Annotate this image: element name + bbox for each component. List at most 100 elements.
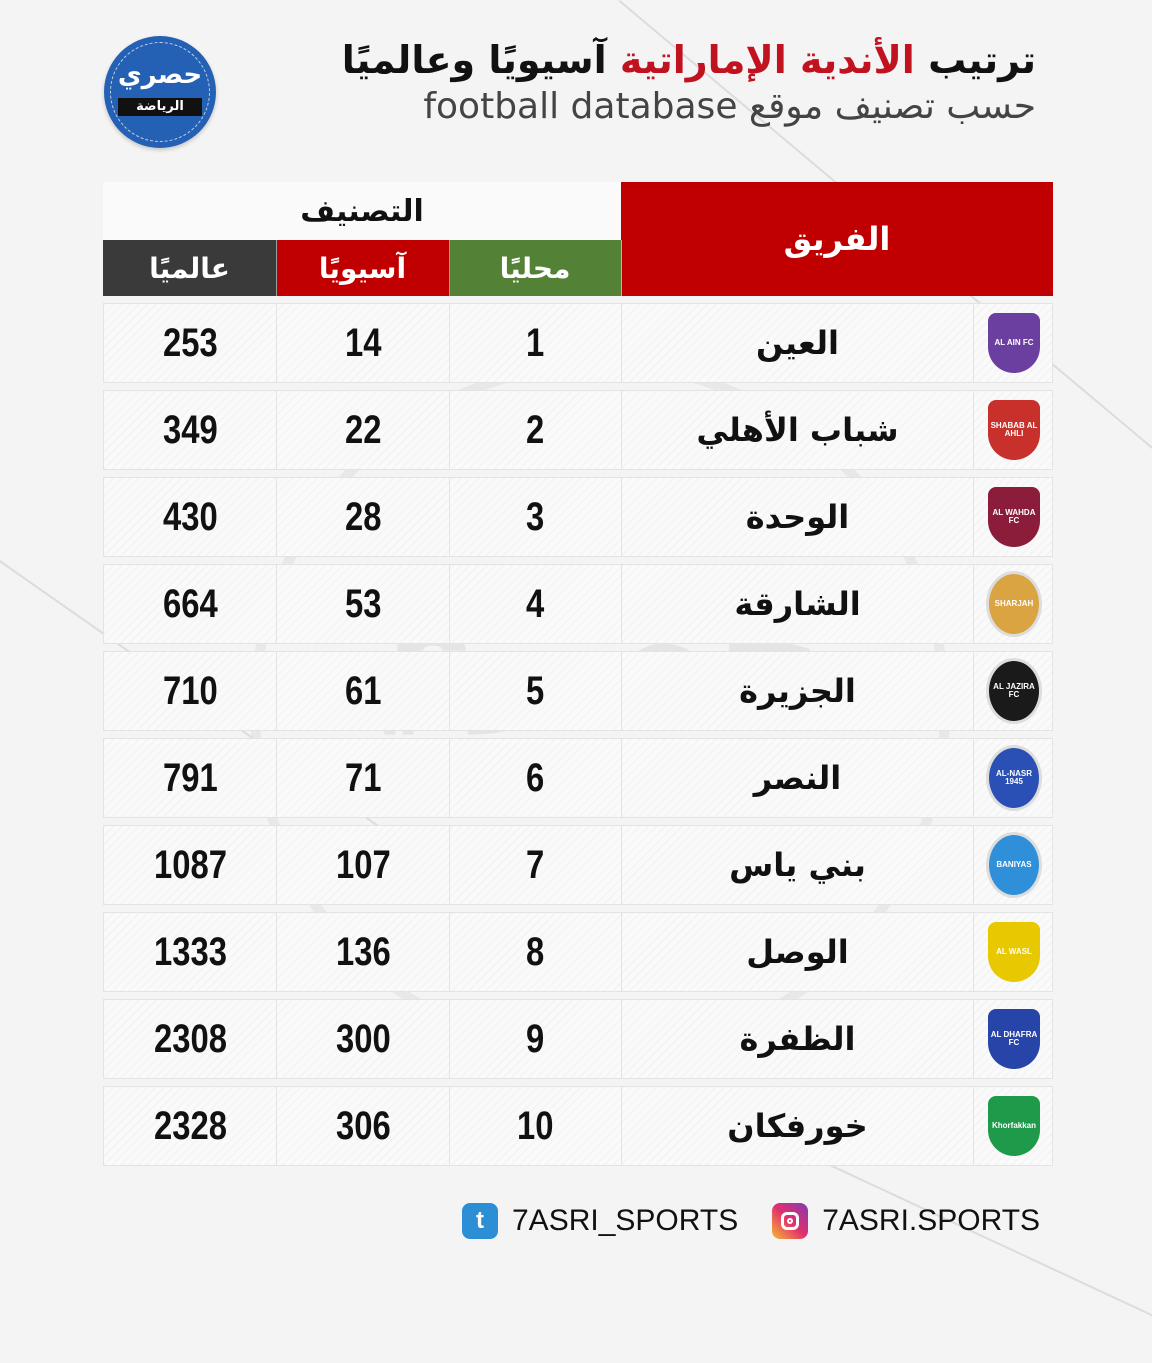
asia-rank-cell: 136	[277, 913, 450, 991]
team-name: الظفرة	[739, 1020, 856, 1058]
world-rank-cell: 1087	[104, 826, 277, 904]
al-jazira-crest-icon: AL JAZIRA FC	[986, 658, 1042, 724]
team-crest-cell: AL JAZIRA FC	[974, 652, 1054, 730]
crest-label: AL WASL	[988, 922, 1040, 982]
brand-logo: حصري الرياضة	[104, 36, 216, 148]
local-column-header: محليًا	[449, 240, 622, 296]
team-name-cell: خورفكان	[622, 1087, 974, 1165]
al-wahda-crest-icon: AL WAHDA FC	[986, 485, 1042, 549]
team-name: الشارقة	[734, 585, 861, 623]
local-rank-cell: 8	[450, 913, 622, 991]
crest-label: Khorfakkan	[988, 1096, 1040, 1156]
local-rank-value: 8	[526, 929, 545, 974]
team-crest-cell: Khorfakkan	[974, 1087, 1054, 1165]
asia-rank-value: 136	[335, 929, 391, 974]
al-wasl-crest-icon: AL WASL	[986, 920, 1042, 984]
world-rank-cell: 430	[104, 478, 277, 556]
logo-line1: حصري	[117, 60, 203, 90]
team-name: شباب الأهلي	[696, 411, 899, 449]
team-crest-cell: AL-NASR 1945	[974, 739, 1054, 817]
local-rank-cell: 3	[450, 478, 622, 556]
local-rank-value: 6	[526, 755, 545, 800]
team-name: العين	[756, 324, 839, 362]
asia-rank-value: 300	[335, 1016, 391, 1061]
local-rank-value: 10	[517, 1103, 554, 1148]
asia-rank-cell: 71	[277, 739, 450, 817]
asia-rank-cell: 22	[277, 391, 450, 469]
world-rank-cell: 710	[104, 652, 277, 730]
team-name-cell: شباب الأهلي	[622, 391, 974, 469]
local-rank-cell: 7	[450, 826, 622, 904]
background-stroke	[799, 1150, 1152, 1363]
team-name: الوصل	[746, 933, 849, 971]
crest-label: AL DHAFRA FC	[988, 1009, 1040, 1069]
twitter-handle[interactable]: 7ASRI_SPORTS	[512, 1204, 739, 1237]
local-rank-value: 5	[526, 668, 545, 713]
shabab-al-ahli-crest-icon: SHABAB AL AHLI	[986, 398, 1042, 462]
crest-label: AL AIN FC	[988, 313, 1040, 373]
title-part2: آسيويًا وعالميًا	[341, 38, 607, 82]
page-subtitle: حسب تصنيف موقع football database	[423, 86, 1036, 127]
al-ain-crest-icon: AL AIN FC	[986, 311, 1042, 375]
instagram-handle[interactable]: 7ASRI.SPORTS	[822, 1204, 1041, 1237]
team-name-cell: الشارقة	[622, 565, 974, 643]
instagram-icon	[772, 1203, 809, 1239]
team-crest-cell: SHARJAH	[974, 565, 1054, 643]
local-rank-cell: 4	[450, 565, 622, 643]
table-row: 430 28 3 الوحدة AL WAHDA FC	[103, 477, 1053, 557]
team-name: بني ياس	[729, 846, 866, 884]
asia-rank-value: 61	[344, 668, 382, 713]
world-rank-value: 2308	[153, 1016, 227, 1061]
crest-label: AL WAHDA FC	[988, 487, 1040, 547]
local-rank-value: 4	[526, 581, 545, 626]
asia-rank-value: 107	[335, 842, 391, 887]
crest-label: SHABAB AL AHLI	[988, 400, 1040, 460]
social-footer: t 7ASRI_SPORTS 7ASRI.SPORTS	[462, 1203, 1040, 1239]
world-rank-value: 710	[162, 668, 218, 713]
world-rank-value: 430	[162, 494, 218, 539]
local-rank-value: 7	[526, 842, 545, 887]
world-rank-value: 253	[162, 320, 218, 365]
twitter-icon: t	[462, 1203, 498, 1239]
asia-rank-cell: 61	[277, 652, 450, 730]
team-name-cell: الظفرة	[622, 1000, 974, 1078]
asia-rank-cell: 300	[277, 1000, 450, 1078]
team-crest-cell: AL WASL	[974, 913, 1054, 991]
local-rank-cell: 6	[450, 739, 622, 817]
world-column-header: عالميًا	[103, 240, 277, 296]
asia-rank-cell: 306	[277, 1087, 450, 1165]
team-name: خورفكان	[727, 1107, 868, 1145]
crest-label: BANIYAS	[986, 832, 1042, 898]
team-name-cell: الجزيرة	[622, 652, 974, 730]
world-rank-cell: 791	[104, 739, 277, 817]
baniyas-crest-icon: BANIYAS	[986, 832, 1042, 898]
world-rank-cell: 664	[104, 565, 277, 643]
asia-rank-value: 53	[344, 581, 382, 626]
table-row: 1087 107 7 بني ياس BANIYAS	[103, 825, 1053, 905]
team-name-cell: الوصل	[622, 913, 974, 991]
team-crest-cell: AL AIN FC	[974, 304, 1054, 382]
local-rank-cell: 2	[450, 391, 622, 469]
asia-rank-cell: 14	[277, 304, 450, 382]
team-column-header: الفريق	[621, 182, 1053, 296]
title-highlight: الأندية الإماراتية	[619, 38, 915, 82]
local-rank-cell: 1	[450, 304, 622, 382]
world-rank-value: 1087	[153, 842, 227, 887]
team-name: النصر	[753, 759, 842, 797]
khorfakkan-crest-icon: Khorfakkan	[986, 1094, 1042, 1158]
crest-label: AL-NASR 1945	[986, 745, 1042, 811]
table-row: 791 71 6 النصر AL-NASR 1945	[103, 738, 1053, 818]
table-row: 710 61 5 الجزيرة AL JAZIRA FC	[103, 651, 1053, 731]
asia-rank-cell: 107	[277, 826, 450, 904]
world-rank-cell: 1333	[104, 913, 277, 991]
local-rank-value: 2	[526, 407, 545, 452]
local-rank-value: 1	[526, 320, 545, 365]
team-name-cell: بني ياس	[622, 826, 974, 904]
asia-rank-value: 22	[344, 407, 382, 452]
team-name-cell: الوحدة	[622, 478, 974, 556]
table-row: 1333 136 8 الوصل AL WASL	[103, 912, 1053, 992]
team-name: الوحدة	[745, 498, 850, 536]
page-title: ترتيب الأندية الإماراتية آسيويًا وعالميً…	[342, 38, 1036, 82]
world-rank-cell: 2308	[104, 1000, 277, 1078]
world-rank-cell: 349	[104, 391, 277, 469]
